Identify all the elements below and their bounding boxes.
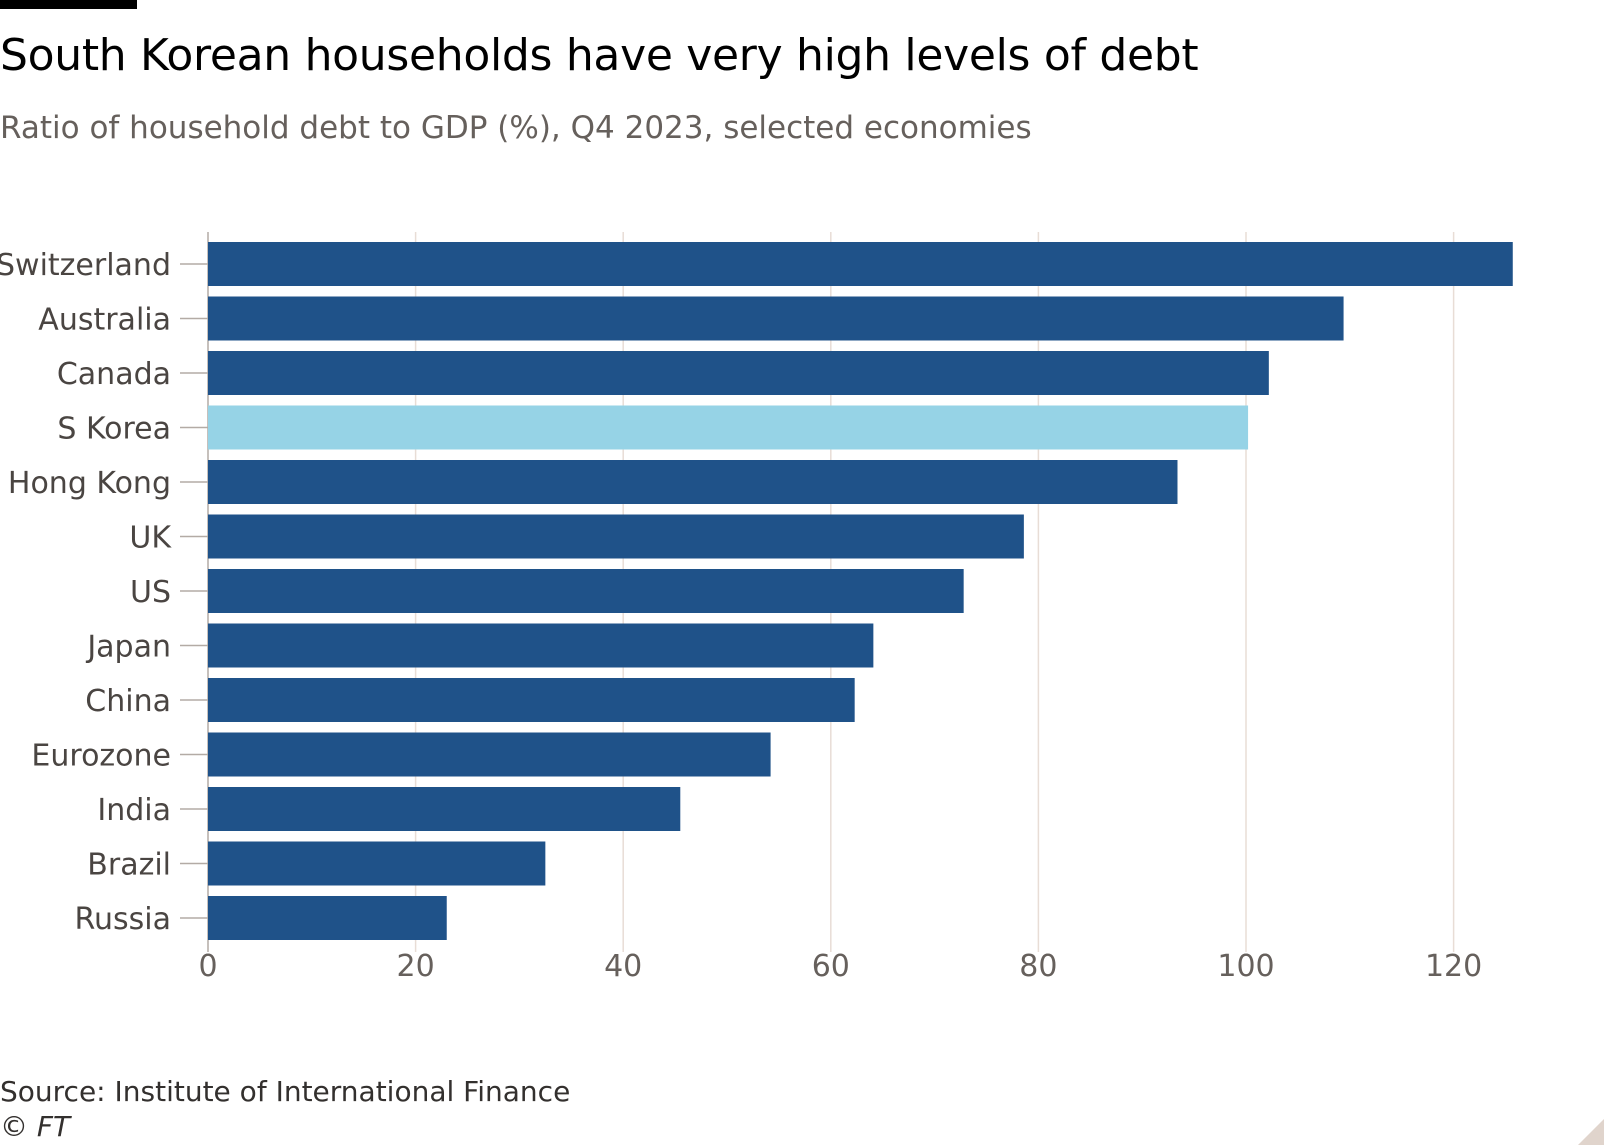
bar-china (208, 678, 855, 722)
source-note: Source: Institute of International Finan… (0, 1075, 571, 1108)
category-label: UK (129, 521, 172, 556)
brand-accent-bar (0, 0, 137, 9)
category-label: China (85, 684, 171, 719)
bar-brazil (208, 841, 546, 886)
bar-japan (208, 623, 874, 668)
category-label: Japan (85, 630, 171, 665)
x-tick-label: 20 (397, 949, 435, 984)
category-label: Switzerland (0, 248, 171, 283)
category-label: Russia (75, 902, 172, 937)
x-tick-label: 120 (1425, 949, 1482, 984)
chart-title: South Korean households have very high l… (0, 30, 1199, 81)
category-label: US (130, 575, 171, 610)
category-label: Eurozone (31, 739, 171, 774)
bar-australia (208, 296, 1344, 341)
x-tick-label: 40 (604, 949, 642, 984)
bar-india (208, 787, 681, 831)
bar-eurozone (208, 732, 771, 777)
x-tick-label: 60 (812, 949, 850, 984)
x-tick-label: 80 (1019, 949, 1057, 984)
bar-uk (208, 514, 1024, 559)
bar-chart: 0 20 40 60 80 100 120 Switzerland Australia Canad… (0, 232, 1513, 984)
x-tick-label: 100 (1217, 949, 1274, 984)
bar-us (208, 569, 964, 613)
copyright-note: © FT (0, 1110, 71, 1143)
bar-s-korea (208, 405, 1249, 450)
category-label: India (97, 793, 171, 828)
category-label: Brazil (87, 848, 171, 883)
x-tick-label: 0 (198, 949, 217, 984)
corner-fold-icon (1578, 1119, 1604, 1145)
bar-russia (208, 896, 447, 940)
category-label: Canada (57, 357, 171, 392)
category-label: S Korea (57, 412, 171, 447)
chart-subtitle: Ratio of household debt to GDP (%), Q4 2… (0, 110, 1032, 146)
bar-switzerland (208, 242, 1513, 286)
category-label: Hong Kong (8, 466, 171, 501)
bar-hong-kong (208, 460, 1178, 504)
category-label: Australia (38, 303, 171, 338)
bar-canada (208, 351, 1269, 395)
